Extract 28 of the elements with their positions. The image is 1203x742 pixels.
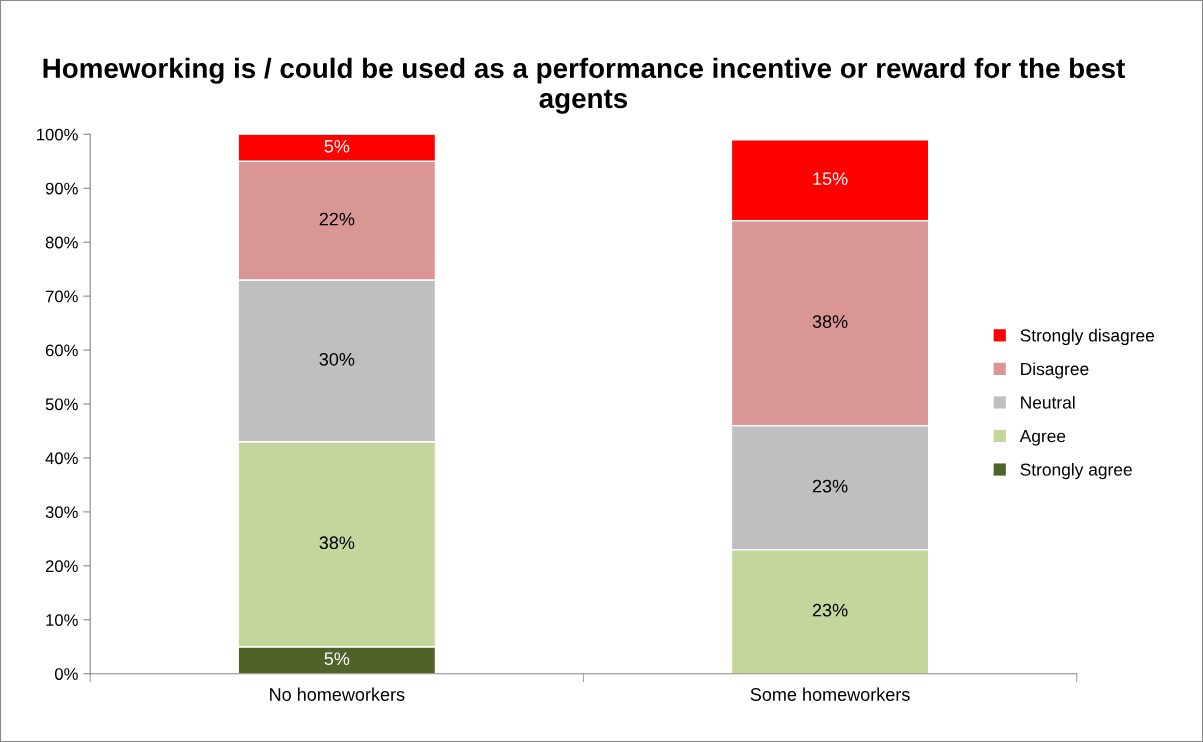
y-tick-label: 0%: [54, 668, 78, 680]
data-label: 23%: [812, 603, 848, 617]
data-label: 5%: [324, 139, 350, 153]
y-tick-label: 60%: [45, 344, 78, 357]
y-tick-label: 90%: [45, 182, 78, 195]
data-label: 22%: [319, 212, 355, 226]
x-tick-label: Some homeworkers: [750, 687, 910, 701]
legend-label: Strongly agree: [1020, 463, 1132, 480]
legend-label: Disagree: [1021, 362, 1089, 379]
data-label: 15%: [813, 172, 848, 185]
data-label: 5%: [324, 652, 350, 666]
y-tick-label: 10%: [46, 614, 78, 626]
y-tick-label: 30%: [45, 506, 78, 519]
data-label: 38%: [319, 536, 355, 550]
y-tick-label: 80%: [45, 236, 78, 249]
y-tick-label: 100%: [37, 128, 78, 141]
legend-label: Neutral: [1021, 395, 1075, 409]
y-tick-label: 50%: [45, 398, 78, 411]
legend-label: Strongly disagree: [1020, 328, 1155, 346]
data-label: 23%: [812, 479, 848, 493]
data-label: 30%: [319, 352, 355, 366]
chart-title: Homeworking is / could be used as a performance incentive or reward for the best agents: [43, 57, 1125, 114]
y-tick-label: 20%: [45, 560, 78, 573]
x-tick-label: No homeworkers: [270, 687, 405, 701]
legend-label: Agree: [1019, 430, 1066, 446]
y-tick-label: 70%: [45, 290, 78, 303]
data-label: 38%: [812, 315, 848, 328]
y-tick-label: 40%: [45, 452, 78, 465]
